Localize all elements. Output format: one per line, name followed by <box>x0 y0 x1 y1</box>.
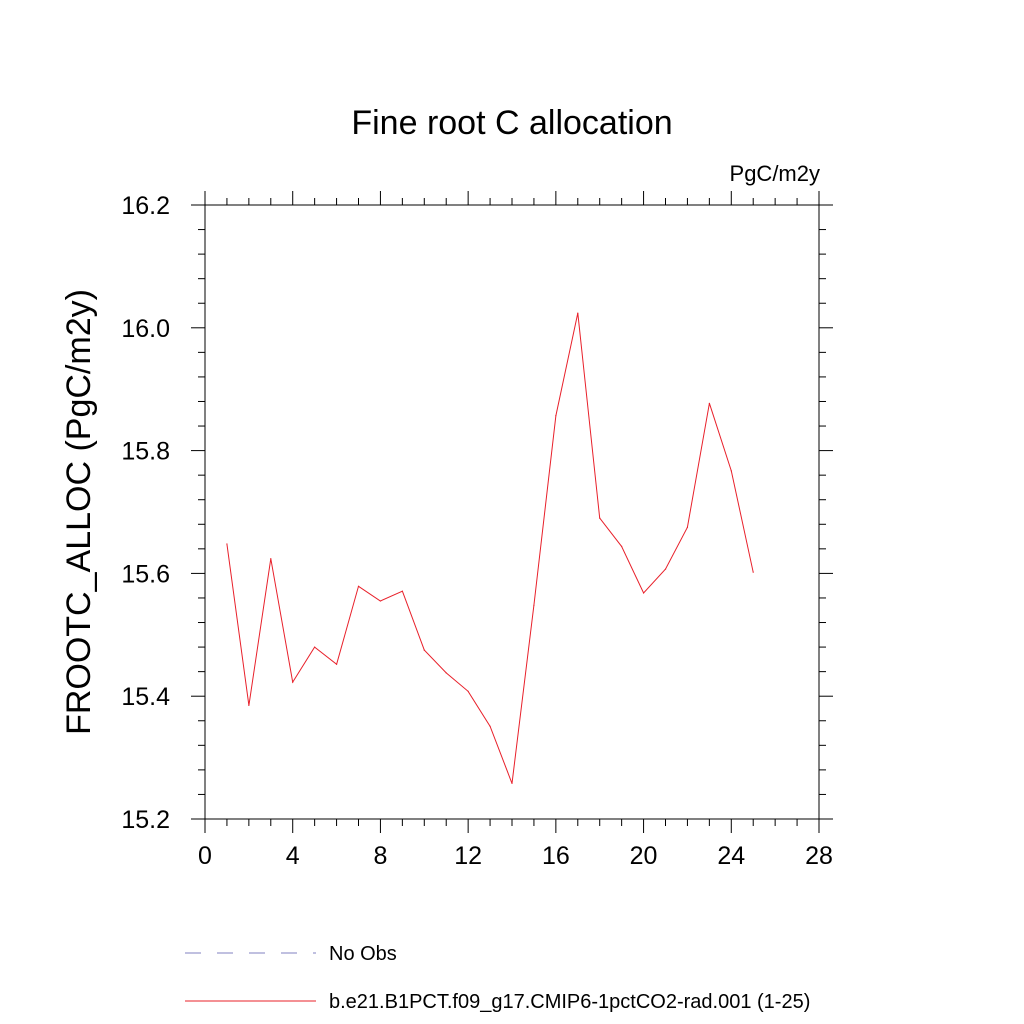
data-point <box>555 415 557 417</box>
y-tick-label: 15.8 <box>121 438 170 466</box>
data-point <box>489 725 491 727</box>
x-tick-label: 24 <box>717 842 745 870</box>
data-point <box>335 663 338 665</box>
data-point <box>577 312 579 314</box>
series-line <box>226 312 754 784</box>
series-layer <box>226 312 754 784</box>
data-point <box>401 590 403 592</box>
plot-frame <box>204 204 820 820</box>
data-point <box>248 704 250 707</box>
data-point <box>730 470 732 472</box>
legend-label: No Obs <box>329 943 397 965</box>
data-point <box>664 568 667 570</box>
data-point <box>599 517 601 519</box>
y-axis-label: FROOTC_ALLOC (PgC/m2y) <box>60 289 98 735</box>
data-point <box>708 402 710 404</box>
x-tick-label: 4 <box>286 842 300 870</box>
x-tick-label: 20 <box>630 842 658 870</box>
units-label: PgC/m2y <box>730 161 820 186</box>
x-tick-label: 0 <box>198 842 212 870</box>
data-point <box>752 571 754 573</box>
data-point <box>292 681 294 683</box>
y-tick-label: 15.2 <box>121 806 170 834</box>
data-point <box>686 526 689 528</box>
data-point <box>642 592 645 594</box>
x-tick-label: 28 <box>805 842 833 870</box>
data-point <box>270 558 272 560</box>
data-point <box>226 543 228 545</box>
data-point <box>423 649 425 651</box>
y-tick-label: 16.2 <box>121 192 170 220</box>
data-point <box>621 545 623 547</box>
y-tick-label: 15.6 <box>121 560 170 588</box>
axis-ticks: 0 4 8 12 16 20 24 28 15.2 15.4 15.6 15.8 16.0 16.2 <box>121 191 833 870</box>
y-tick-label: 15.4 <box>121 683 170 711</box>
data-point <box>511 782 513 784</box>
y-tick-label: 16.0 <box>121 315 170 343</box>
x-tick-label: 8 <box>373 842 387 870</box>
x-tick-label: 16 <box>542 842 570 870</box>
chart-title: Fine root C allocation <box>351 104 672 142</box>
legend-label: b.e21.B1PCT.f09_g17.CMIP6-1pctCO2-rad.00… <box>329 991 810 1013</box>
legend: No Obs b.e21.B1PCT.f09_g17.CMIP6-1pctCO2-… <box>185 943 810 1013</box>
x-tick-label: 12 <box>454 842 482 870</box>
data-point <box>357 585 360 587</box>
data-point <box>314 646 316 648</box>
data-point <box>445 672 447 674</box>
data-point <box>379 600 382 602</box>
data-point <box>533 604 535 606</box>
data-point <box>467 690 469 692</box>
